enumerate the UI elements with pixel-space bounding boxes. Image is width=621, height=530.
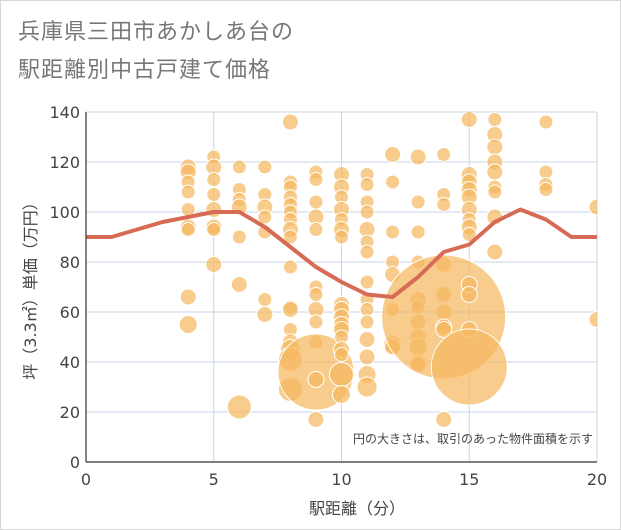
bubble [332, 385, 351, 404]
bubble [180, 222, 196, 237]
bubble [308, 194, 324, 210]
bubble [435, 321, 453, 338]
bubble [486, 163, 504, 181]
bubble [588, 311, 597, 328]
y-tick-label: 80 [60, 253, 80, 272]
bubble [359, 274, 375, 290]
bubble [436, 147, 452, 162]
bubble [436, 197, 452, 212]
bubble [334, 347, 349, 362]
bubble [487, 184, 503, 200]
bubble [359, 302, 375, 317]
bubbles-layer [178, 112, 597, 428]
bubble [231, 159, 247, 175]
bubble [538, 114, 554, 130]
bubble [588, 198, 597, 216]
y-tick-label: 0 [70, 453, 80, 472]
bubble [359, 314, 375, 330]
bubble [206, 187, 222, 202]
bubble [231, 229, 247, 245]
bubble [384, 146, 402, 163]
bubble [226, 394, 252, 420]
bubble [358, 331, 376, 348]
bubble [358, 348, 376, 366]
bubble [385, 224, 401, 240]
bubble [460, 112, 478, 128]
bubble [538, 164, 554, 180]
x-axis-label: 駅距離（分） [309, 499, 405, 518]
bubble [307, 371, 325, 388]
y-tick-labels: 0 20 40 60 80 100 120 140 [49, 103, 80, 472]
bubble [282, 229, 298, 245]
bubble [486, 243, 504, 261]
bubble [281, 113, 299, 131]
trend-layer [86, 207, 597, 299]
y-tick-label: 60 [60, 303, 80, 322]
bubble [486, 138, 504, 156]
x-tick-label: 10 [331, 470, 351, 489]
bubble [307, 411, 325, 428]
bubble [308, 172, 324, 187]
bubble [179, 288, 197, 306]
bubble [329, 362, 354, 387]
y-tick-label: 40 [60, 353, 80, 372]
bubble [359, 177, 375, 192]
y-tick-label: 20 [60, 403, 80, 422]
x-tick-label: 5 [209, 470, 219, 489]
bubble [430, 328, 508, 406]
size-note: 円の大きさは、取引のあった物件面積を示す [353, 431, 593, 446]
bubble [257, 159, 273, 175]
bubble [356, 376, 378, 398]
bubble [178, 315, 198, 334]
bubble [282, 259, 298, 275]
chart-title-line-1: 兵庫県三田市あかしあ台の [18, 20, 295, 45]
bubble [230, 276, 248, 293]
bubble [180, 184, 196, 200]
bubble [257, 292, 273, 307]
bubble [460, 286, 478, 303]
bubble [385, 174, 401, 190]
bubble [308, 287, 324, 302]
bubble [205, 256, 223, 273]
bubble [409, 148, 427, 166]
y-tick-label: 120 [49, 153, 80, 172]
bubble [435, 411, 453, 428]
x-tick-label: 15 [459, 470, 479, 489]
bubble [256, 306, 274, 323]
x-tick-labels: 0 5 10 15 20 [81, 470, 607, 489]
bubble [206, 222, 222, 237]
x-tick-label: 20 [587, 470, 607, 489]
grid-lines [86, 111, 598, 462]
bubble [410, 194, 426, 210]
bubble [359, 204, 375, 220]
bubble [257, 209, 273, 225]
bubble [308, 314, 324, 330]
axes [85, 112, 597, 463]
bubble [410, 224, 426, 240]
bubble [281, 301, 299, 318]
y-tick-label: 140 [49, 103, 80, 122]
y-tick-label: 100 [49, 203, 80, 222]
bubble [334, 229, 349, 245]
x-tick-label: 0 [81, 470, 91, 489]
bubble [461, 227, 477, 242]
bubble [206, 172, 222, 187]
y-axis-label: 坪（3.3㎡）単価（万円） [21, 194, 40, 379]
bubble [487, 112, 503, 127]
trend-line [86, 207, 597, 299]
bubble [538, 182, 554, 197]
bubble [308, 222, 324, 237]
chart-title-line-2: 駅距離別中古戸建て価格 [18, 58, 272, 83]
bubble [359, 244, 375, 260]
